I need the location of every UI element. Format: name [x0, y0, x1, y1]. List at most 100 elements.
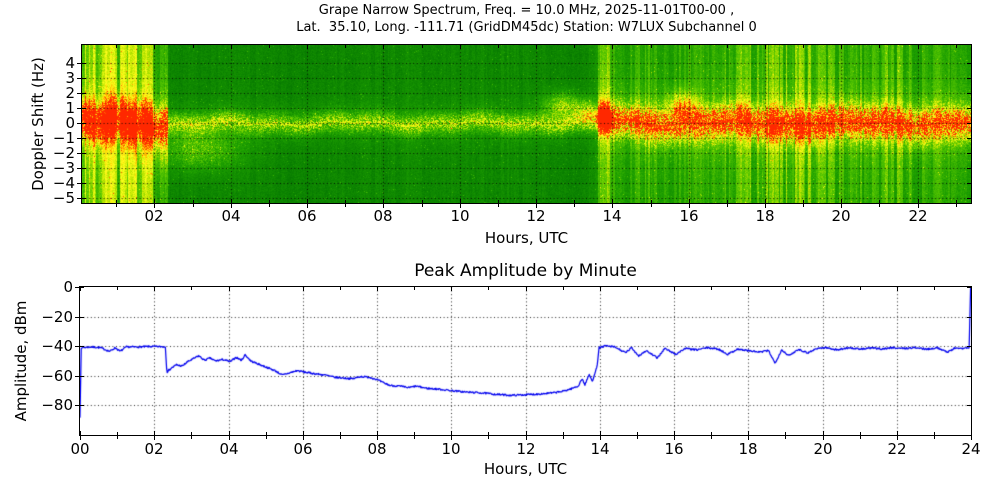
amp-x-minor-tick: [637, 432, 638, 435]
amp-x-tick: [377, 436, 378, 440]
amp-x-minor-tick: [860, 287, 861, 290]
spec-x-minor-tick: [956, 45, 957, 48]
amp-x-minor-tick: [117, 287, 118, 290]
spec-x-tick-label: 02: [144, 207, 164, 225]
spec-y-tick-label: 0: [65, 114, 75, 132]
spec-x-minor-tick: [345, 45, 346, 48]
spec-x-tick-label: 06: [297, 207, 317, 225]
spec-x-tick: [918, 204, 919, 208]
spec-x-tick: [689, 204, 690, 208]
spec-y-tick: [77, 168, 81, 169]
spec-y-tick: [82, 78, 86, 79]
spec-x-tick: [841, 204, 842, 208]
amp-x-minor-tick: [191, 287, 192, 290]
amp-x-minor-tick: [266, 432, 267, 435]
spec-x-tick: [383, 204, 384, 208]
spec-x-minor-tick: [422, 200, 423, 203]
amp-y-tick: [967, 287, 971, 288]
amp-x-tick-label: 06: [293, 440, 313, 458]
spec-x-minor-tick: [193, 204, 194, 207]
spec-y-tick: [967, 138, 971, 139]
spec-x-tick: [460, 204, 461, 208]
spec-y-tick: [967, 93, 971, 94]
amp-x-minor-tick: [117, 432, 118, 435]
spec-x-tick: [460, 45, 461, 49]
amp-x-minor-tick: [711, 432, 712, 435]
amp-y-tick-label: −20: [41, 308, 73, 326]
amp-x-tick: [377, 431, 378, 435]
spec-y-tick: [82, 183, 86, 184]
spec-x-minor-tick: [269, 45, 270, 48]
amp-x-minor-tick: [340, 287, 341, 290]
spectrogram-canvas: [82, 45, 971, 203]
spec-x-tick-label: 18: [755, 207, 775, 225]
spec-y-tick: [82, 108, 86, 109]
amp-x-minor-tick: [711, 436, 712, 439]
spec-x-minor-tick: [727, 45, 728, 48]
spec-y-tick: [82, 153, 86, 154]
amp-x-tick: [303, 287, 304, 291]
spec-x-tick: [841, 199, 842, 203]
amp-y-tick: [80, 405, 84, 406]
spec-y-tick: [967, 153, 971, 154]
amp-x-minor-tick: [340, 432, 341, 435]
spec-x-minor-tick: [879, 45, 880, 48]
spec-x-minor-tick: [498, 204, 499, 207]
amp-x-tick: [80, 436, 81, 440]
spec-x-tick-label: 12: [526, 207, 546, 225]
amp-x-minor-tick: [637, 287, 638, 290]
spec-x-tick: [460, 199, 461, 203]
amp-x-minor-tick: [785, 287, 786, 290]
spec-y-tick-label: 4: [65, 54, 75, 72]
spec-x-tick: [689, 199, 690, 203]
spec-x-minor-tick: [879, 204, 880, 207]
spec-x-tick-label: 04: [221, 207, 241, 225]
spec-y-tick: [77, 63, 81, 64]
amp-x-minor-tick: [934, 436, 935, 439]
amp-x-tick: [600, 287, 601, 291]
spec-y-tick: [77, 153, 81, 154]
amp-x-tick: [748, 431, 749, 435]
amp-x-tick: [154, 436, 155, 440]
amp-x-tick: [600, 431, 601, 435]
spec-y-tick: [77, 198, 81, 199]
amp-x-tick-label: 02: [144, 440, 164, 458]
amp-x-tick: [748, 287, 749, 291]
amp-x-minor-tick: [860, 432, 861, 435]
amp-y-tick: [75, 317, 79, 318]
amp-x-minor-tick: [117, 436, 118, 439]
amp-x-tick-label: 22: [887, 440, 907, 458]
amp-x-tick-label: 14: [590, 440, 610, 458]
amp-y-tick: [967, 376, 971, 377]
amp-x-minor-tick: [860, 436, 861, 439]
spec-x-tick: [231, 45, 232, 49]
spec-x-tick: [154, 204, 155, 208]
amp-y-tick: [80, 346, 84, 347]
amp-x-tick-label: 18: [738, 440, 758, 458]
spec-x-tick: [383, 199, 384, 203]
spec-x-minor-tick: [727, 204, 728, 207]
amp-x-tick-label: 10: [441, 440, 461, 458]
amp-x-tick: [971, 287, 972, 291]
amp-y-tick-label: −80: [41, 396, 73, 414]
spec-y-tick: [967, 168, 971, 169]
amp-x-minor-tick: [414, 287, 415, 290]
spec-x-tick-label: 08: [373, 207, 393, 225]
amp-x-minor-tick: [488, 436, 489, 439]
spec-x-minor-tick: [803, 204, 804, 207]
spec-x-minor-tick: [574, 204, 575, 207]
amp-x-minor-tick: [266, 436, 267, 439]
amp-x-minor-tick: [414, 432, 415, 435]
spec-x-minor-tick: [193, 200, 194, 203]
amp-x-minor-tick: [340, 436, 341, 439]
spec-x-tick: [765, 199, 766, 203]
amp-x-tick: [971, 436, 972, 440]
spec-x-minor-tick: [574, 200, 575, 203]
amp-x-tick: [823, 436, 824, 440]
amp-y-tick-label: 0: [63, 278, 73, 296]
figure-title-line-2: Lat. 35.10, Long. -111.71 (GridDM45dc) S…: [296, 20, 757, 35]
spec-y-tick: [77, 183, 81, 184]
amp-x-minor-tick: [934, 432, 935, 435]
spec-y-tick-label: −1: [52, 129, 75, 147]
amp-y-tick: [75, 346, 79, 347]
